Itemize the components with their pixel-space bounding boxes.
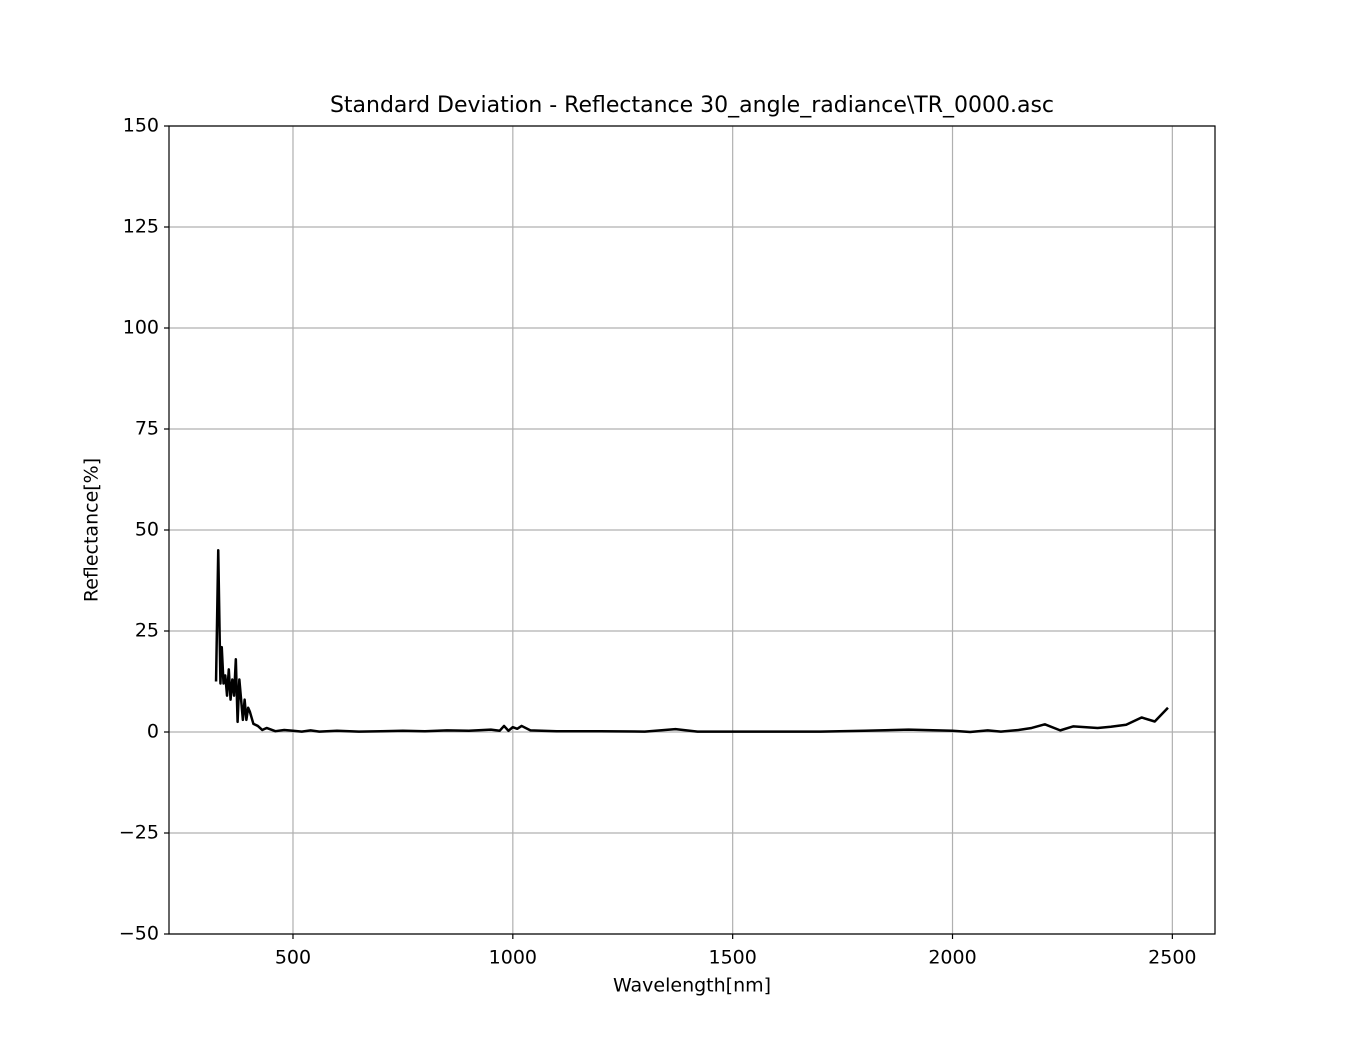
y-tick-label: −50	[119, 923, 159, 945]
y-tick-label: 25	[135, 620, 159, 642]
y-tick-label: 100	[123, 317, 159, 339]
y-tick-label: 0	[147, 721, 159, 743]
x-tick-label: 500	[275, 947, 311, 969]
y-tick-label: −25	[119, 822, 159, 844]
x-tick-label: 1000	[489, 947, 537, 969]
x-tick-label: 2500	[1148, 947, 1196, 969]
x-tick-label: 2000	[928, 947, 976, 969]
y-tick-label: 125	[123, 216, 159, 238]
y-tick-label: 50	[135, 519, 159, 541]
x-axis-label: Wavelength[nm]	[613, 975, 771, 997]
y-tick-label: 75	[135, 418, 159, 440]
y-tick-label: 150	[123, 115, 159, 137]
data-line	[214, 548, 1169, 734]
plot-frame	[168, 125, 1216, 935]
y-axis-label: Reflectance[%]	[81, 458, 103, 602]
chart-title: Standard Deviation - Reflectance 30_angl…	[330, 93, 1054, 118]
x-tick-label: 1500	[708, 947, 756, 969]
